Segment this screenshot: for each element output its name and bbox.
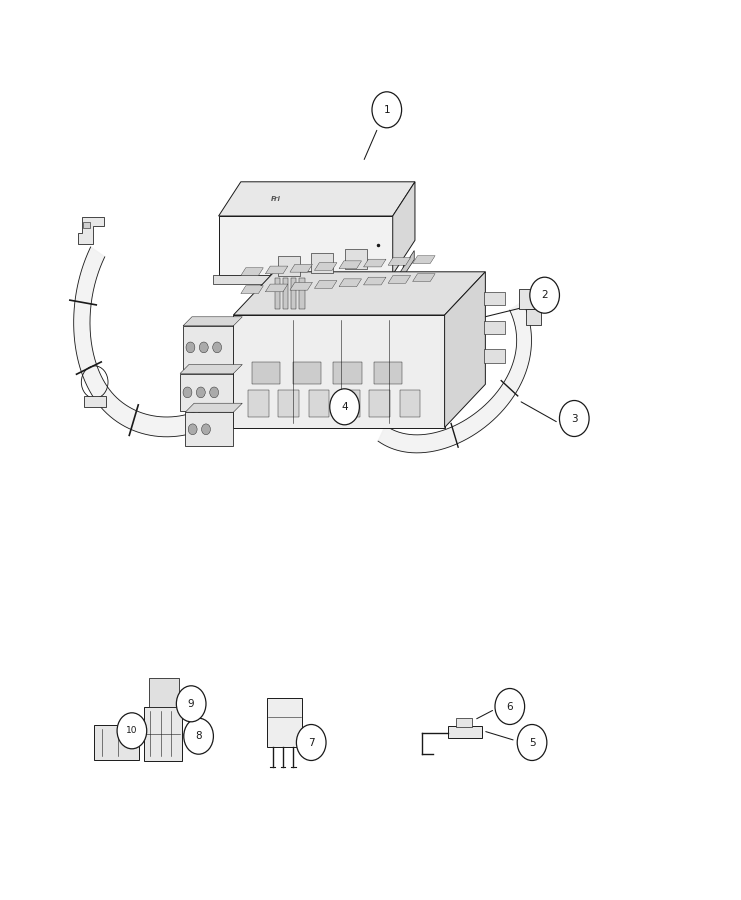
Polygon shape [413, 256, 435, 264]
Polygon shape [364, 259, 386, 267]
Bar [94, 725, 139, 760]
Polygon shape [213, 274, 399, 284]
Bar [279, 390, 299, 417]
Polygon shape [378, 302, 531, 453]
Circle shape [210, 387, 219, 398]
Bar [149, 678, 179, 707]
Polygon shape [180, 364, 242, 373]
Text: 9: 9 [188, 698, 194, 709]
Text: 4: 4 [342, 401, 348, 412]
Circle shape [117, 713, 147, 749]
Circle shape [213, 342, 222, 353]
Polygon shape [78, 217, 104, 244]
Polygon shape [185, 412, 233, 446]
Bar [291, 278, 296, 309]
Circle shape [517, 724, 547, 760]
Polygon shape [183, 326, 233, 369]
Bar [293, 362, 321, 384]
Circle shape [530, 277, 559, 313]
Polygon shape [185, 403, 242, 412]
Circle shape [184, 718, 213, 754]
Polygon shape [413, 274, 435, 282]
Bar [252, 362, 280, 384]
Circle shape [176, 686, 206, 722]
Circle shape [296, 724, 326, 760]
Text: 7: 7 [308, 737, 314, 748]
Text: Fri: Fri [270, 196, 280, 202]
Polygon shape [345, 249, 367, 269]
Polygon shape [183, 317, 242, 326]
Polygon shape [265, 266, 288, 274]
Polygon shape [445, 272, 485, 428]
Bar [374, 362, 402, 384]
Circle shape [196, 387, 205, 398]
Polygon shape [241, 268, 263, 275]
Text: 10: 10 [126, 726, 138, 735]
Bar [144, 706, 182, 760]
Text: 1: 1 [384, 104, 390, 115]
Polygon shape [290, 283, 313, 290]
Bar [484, 320, 505, 334]
Polygon shape [388, 275, 411, 284]
Polygon shape [278, 256, 300, 276]
Circle shape [330, 389, 359, 425]
Bar [283, 278, 288, 309]
Bar [83, 221, 90, 228]
Text: 5: 5 [529, 737, 535, 748]
Polygon shape [265, 284, 288, 292]
Polygon shape [399, 250, 414, 284]
Polygon shape [180, 374, 233, 411]
Polygon shape [339, 279, 362, 287]
Bar [309, 390, 330, 417]
Polygon shape [219, 182, 415, 216]
Polygon shape [241, 286, 263, 293]
Polygon shape [314, 281, 337, 288]
Polygon shape [233, 315, 445, 428]
Circle shape [199, 342, 208, 353]
Text: 8: 8 [196, 731, 202, 742]
Polygon shape [314, 263, 337, 270]
Bar [369, 390, 390, 417]
Bar [270, 274, 311, 312]
Circle shape [183, 387, 192, 398]
Polygon shape [388, 257, 411, 266]
Text: 2: 2 [542, 290, 548, 301]
Bar [526, 309, 541, 325]
Bar [84, 397, 106, 408]
Bar [333, 362, 362, 384]
Circle shape [188, 424, 197, 435]
Circle shape [559, 400, 589, 436]
Polygon shape [393, 182, 415, 274]
Polygon shape [311, 253, 333, 273]
Bar [275, 278, 280, 309]
Bar [519, 289, 545, 309]
Bar [299, 278, 305, 309]
Bar [267, 698, 302, 747]
Polygon shape [364, 277, 386, 285]
Bar [484, 292, 505, 305]
Text: 6: 6 [507, 701, 513, 712]
Bar [339, 390, 359, 417]
Bar [399, 390, 420, 417]
Bar [448, 726, 482, 738]
Polygon shape [233, 272, 485, 315]
Circle shape [186, 342, 195, 353]
Bar [456, 718, 472, 727]
Bar [484, 349, 505, 363]
Polygon shape [219, 216, 393, 274]
Circle shape [495, 688, 525, 724]
Polygon shape [339, 261, 362, 269]
Text: 3: 3 [571, 413, 577, 424]
Bar [248, 390, 269, 417]
Polygon shape [290, 265, 313, 272]
Circle shape [372, 92, 402, 128]
Polygon shape [73, 247, 243, 436]
Circle shape [202, 424, 210, 435]
